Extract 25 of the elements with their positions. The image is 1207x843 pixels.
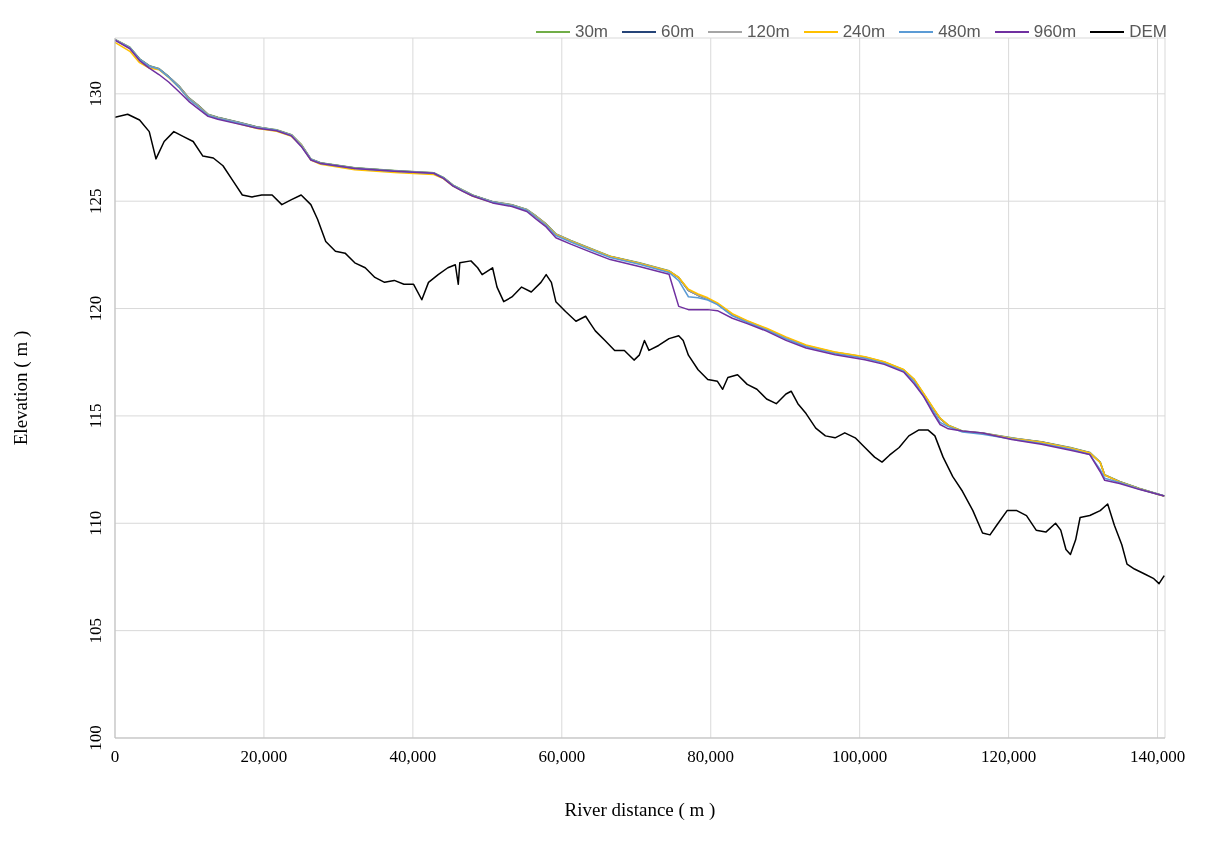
legend-label: 60m <box>661 22 695 42</box>
y-tick-label: 130 <box>86 81 105 107</box>
legend-label: 480m <box>938 22 981 42</box>
y-tick-label: 105 <box>86 617 105 644</box>
legend-label: 30m <box>574 22 609 42</box>
legend-label: DEM <box>1129 22 1167 42</box>
legend-label: 960m <box>1033 22 1077 42</box>
legend-label: 240m <box>842 22 886 42</box>
y-tick-label: 100 <box>86 725 105 751</box>
x-tick-label: 120,000 <box>980 747 1037 766</box>
y-tick-label: 110 <box>86 510 105 536</box>
x-tick-label: 140,000 <box>1129 747 1186 766</box>
x-tick-label: 0 <box>110 747 120 766</box>
x-axis-title: River distance ( m ) <box>564 799 716 821</box>
y-tick-label: 120 <box>86 295 105 322</box>
x-tick-label: 20,000 <box>240 747 288 766</box>
line-series <box>115 113 1165 585</box>
x-tick-label: 100,000 <box>832 747 888 766</box>
y-axis-title: Elevation ( m ) <box>9 330 32 446</box>
legend-label: 120m <box>747 22 790 42</box>
x-tick-label: 80,000 <box>687 747 735 766</box>
y-tick-label: 115 <box>86 403 105 429</box>
y-tick-label: 125 <box>86 188 105 214</box>
x-tick-label: 40,000 <box>389 747 437 766</box>
x-tick-label: 60,000 <box>538 747 586 766</box>
